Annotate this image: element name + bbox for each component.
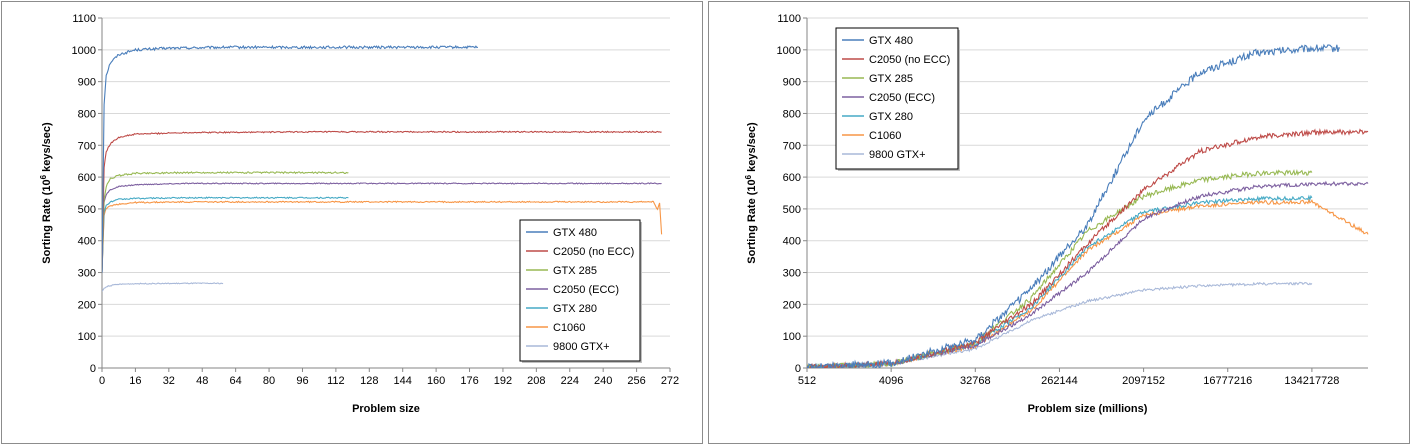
x-tick-label: 160 bbox=[427, 375, 445, 387]
y-tick-label: 1100 bbox=[777, 13, 801, 25]
y-axis-title-prefix: Sorting Rate (10 bbox=[41, 179, 53, 263]
legend-label: GTX 480 bbox=[553, 227, 597, 239]
x-tick-label: 16777216 bbox=[1203, 375, 1252, 387]
legend-label: C2050 (ECC) bbox=[869, 92, 935, 104]
legend-label: C2050 (ECC) bbox=[553, 284, 619, 296]
x-tick-label: 4096 bbox=[879, 375, 903, 387]
x-tick-label: 112 bbox=[327, 375, 345, 387]
legend: GTX 480 C2050 (no ECC) GTX 285 C2050 (ECC) G… bbox=[519, 219, 642, 363]
x-tick-label: 176 bbox=[460, 375, 478, 387]
y-tick-label: 200 bbox=[783, 299, 801, 311]
x-axis-title: Problem size (millions) bbox=[1028, 403, 1148, 415]
y-tick-label: 600 bbox=[78, 172, 96, 184]
x-tick-label: 0 bbox=[99, 375, 105, 387]
y-axis-title-prefix: Sorting Rate (10 bbox=[746, 179, 758, 263]
x-tick-label: 144 bbox=[394, 375, 412, 387]
legend-box bbox=[519, 219, 641, 362]
legend-label: GTX 285 bbox=[553, 265, 597, 277]
y-tick-label: 100 bbox=[783, 331, 801, 343]
y-tick-label: 300 bbox=[78, 268, 96, 280]
y-tick-label: 900 bbox=[78, 77, 96, 89]
x-tick-label: 240 bbox=[594, 375, 612, 387]
y-tick-label: 200 bbox=[78, 299, 96, 311]
x-tick-label: 64 bbox=[230, 375, 242, 387]
y-axis-title: Sorting Rate (106 keys/sec) bbox=[39, 122, 54, 264]
legend-label: C1060 bbox=[869, 130, 901, 142]
legend-label: C1060 bbox=[553, 322, 585, 334]
y-tick-label: 600 bbox=[783, 172, 801, 184]
y-axis-title-suffix: keys/sec) bbox=[41, 122, 53, 175]
series-line bbox=[102, 171, 349, 273]
x-tick-label: 128 bbox=[360, 375, 378, 387]
chart-left: 0 100 200 300 400 500 600 700 800 900 1000 1100 0 16 3… bbox=[39, 13, 680, 415]
y-axis-title-suffix: keys/sec) bbox=[746, 122, 758, 175]
legend-label: 9800 GTX+ bbox=[869, 149, 926, 161]
y-tick-label: 1000 bbox=[72, 45, 96, 57]
x-tick-label: 80 bbox=[263, 375, 275, 387]
y-tick-label: 100 bbox=[78, 331, 96, 343]
y-axis-title: Sorting Rate (106 keys/sec) bbox=[744, 122, 759, 264]
legend-box bbox=[835, 27, 959, 170]
x-tick-label: 134217728 bbox=[1284, 375, 1339, 387]
series-line bbox=[102, 196, 349, 273]
x-tick-label: 96 bbox=[296, 375, 308, 387]
y-tick-label: 700 bbox=[783, 140, 801, 152]
x-axis-title: Problem size bbox=[352, 403, 420, 415]
y-tick-label: 900 bbox=[783, 77, 801, 89]
legend-label: GTX 280 bbox=[553, 303, 597, 315]
x-tick-label: 2097152 bbox=[1122, 375, 1165, 387]
series-line bbox=[102, 282, 224, 292]
y-tick-label: 400 bbox=[783, 236, 801, 248]
legend: GTX 480 C2050 (no ECC) GTX 285 C2050 (ECC) G… bbox=[835, 27, 960, 171]
y-tick-label: 400 bbox=[78, 236, 96, 248]
y-tick-label: 500 bbox=[783, 204, 801, 216]
x-tick-label: 48 bbox=[196, 375, 208, 387]
x-tick-label: 192 bbox=[494, 375, 512, 387]
x-tick-label: 256 bbox=[627, 375, 645, 387]
y-tick-label: 800 bbox=[783, 108, 801, 120]
chart-panel-right: 0 100 200 300 400 500 600 700 800 900 1000 1100 512 4… bbox=[708, 1, 1410, 444]
x-tick-label: 16 bbox=[129, 375, 141, 387]
series-line bbox=[102, 200, 663, 273]
legend-label: GTX 285 bbox=[869, 73, 913, 85]
y-tick-label: 1000 bbox=[777, 45, 801, 57]
y-tick-label: 300 bbox=[783, 268, 801, 280]
legend-label: C2050 (no ECC) bbox=[869, 54, 950, 66]
x-tick-label: 208 bbox=[527, 375, 545, 387]
y-tick-label: 1100 bbox=[72, 13, 96, 25]
legend-label: GTX 480 bbox=[869, 35, 913, 47]
y-axis-title-sup: 6 bbox=[39, 174, 48, 179]
x-tick-label: 224 bbox=[561, 375, 579, 387]
y-tick-label: 500 bbox=[78, 204, 96, 216]
y-tick-label: 800 bbox=[78, 108, 96, 120]
y-tick-label: 0 bbox=[795, 363, 801, 375]
series-line bbox=[102, 130, 662, 273]
x-tick-label: 512 bbox=[798, 375, 816, 387]
series-line bbox=[102, 44, 479, 273]
chart-right: 0 100 200 300 400 500 600 700 800 900 1000 1100 512 4… bbox=[744, 13, 1369, 415]
x-tick-label: 272 bbox=[661, 375, 679, 387]
series-line bbox=[102, 182, 662, 273]
y-tick-label: 700 bbox=[78, 140, 96, 152]
y-tick-label: 0 bbox=[90, 363, 96, 375]
x-tick-label: 32768 bbox=[960, 375, 991, 387]
series-line bbox=[807, 43, 1341, 368]
legend-label: 9800 GTX+ bbox=[553, 341, 610, 353]
y-axis-title-sup: 6 bbox=[744, 174, 753, 179]
x-tick-label: 32 bbox=[163, 375, 175, 387]
x-tick-label: 262144 bbox=[1041, 375, 1078, 387]
chart-panel-left: 0 100 200 300 400 500 600 700 800 900 1000 1100 0 16 3… bbox=[1, 1, 703, 444]
legend-label: C2050 (no ECC) bbox=[553, 246, 634, 258]
legend-label: GTX 280 bbox=[869, 111, 913, 123]
